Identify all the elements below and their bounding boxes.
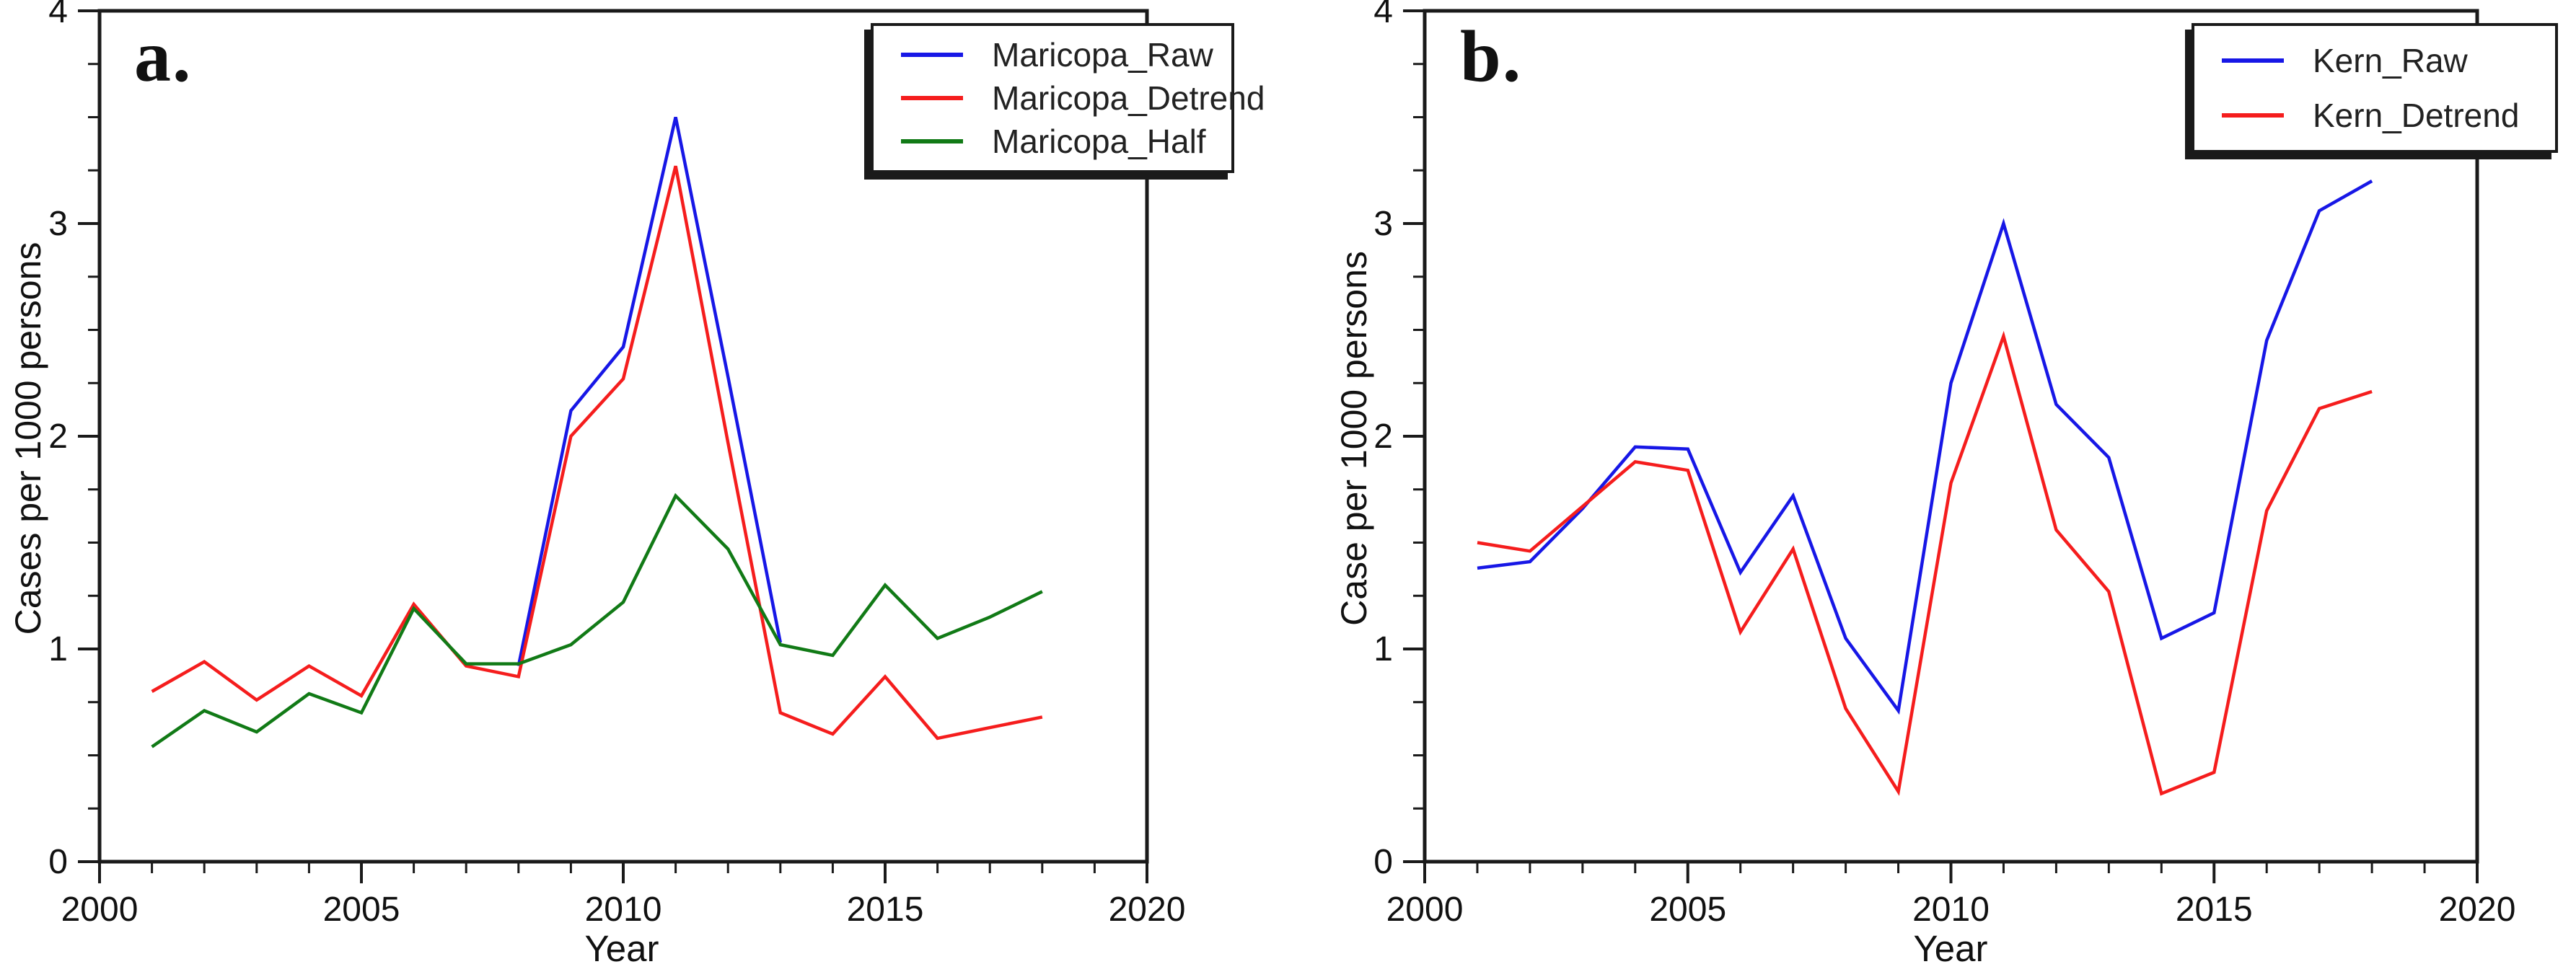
- kern-raw-line-sample-icon: [2222, 58, 2284, 63]
- y-tick-label: 0: [1373, 843, 1393, 881]
- panel-a: 2000 2005 2010 2015 2020 0 1 2 3 4: [48, 0, 1185, 929]
- x-tick-label: 2015: [2176, 891, 2253, 929]
- maricopa-raw-line-sample-icon: [901, 53, 963, 57]
- legend-item-maricopa-raw: Maricopa_Raw: [901, 35, 1217, 74]
- y-tick-label: 2: [48, 417, 68, 456]
- maricopa-half-line-sample-icon: [901, 139, 963, 143]
- x-tick-label: 2020: [2439, 891, 2516, 929]
- y-tick-label: 3: [48, 205, 68, 243]
- x-tick-label: 2015: [847, 891, 924, 929]
- legend-item-maricopa-detrend: Maricopa_Detrend: [901, 79, 1265, 118]
- legend-item-maricopa-half: Maricopa_Half: [901, 122, 1217, 161]
- legend-label: Maricopa_Raw: [992, 36, 1213, 74]
- legend-label: Kern_Raw: [2313, 42, 2468, 79]
- series-line-Kern_Raw: [1477, 180, 2373, 715]
- y-tick-label: 2: [1373, 417, 1393, 456]
- x-tick-label: 2010: [585, 891, 662, 929]
- panel-b-x-axis-title: Year: [1913, 928, 1988, 969]
- legend-item-kern-raw: Kern_Raw: [2222, 41, 2541, 80]
- panel-b-legend: Kern_Raw Kern_Detrend: [2192, 23, 2558, 153]
- y-tick-label: 0: [48, 843, 68, 881]
- x-tick-label: 2020: [1109, 891, 1186, 929]
- y-tick-label: 1: [48, 630, 68, 668]
- series-line-Maricopa_Half: [151, 492, 1043, 748]
- y-tick-label: 3: [1373, 205, 1393, 243]
- x-tick-label: 2005: [1649, 891, 1726, 929]
- legend-item-kern-detrend: Kern_Detrend: [2222, 96, 2541, 135]
- panel-a-y-axis-title: Cases per 1000 persons: [8, 242, 48, 635]
- series-line-Maricopa_Detrend: [151, 165, 1043, 741]
- maricopa-detrend-line-sample-icon: [901, 96, 963, 100]
- x-tick-label: 2005: [323, 891, 400, 929]
- legend-label: Maricopa_Half: [992, 123, 1206, 160]
- panel-b-letter: b.: [1460, 16, 1523, 97]
- x-tick-label: 2000: [61, 891, 139, 929]
- y-tick-label: 1: [1373, 630, 1393, 668]
- y-tick-label: 4: [1373, 0, 1393, 30]
- x-tick-label: 2000: [1386, 891, 1464, 929]
- panel-b: 2000 2005 2010 2015 2020 0 1 2 3 4: [1373, 0, 2515, 929]
- legend-label: Maricopa_Detrend: [992, 79, 1265, 117]
- series-line-Kern_Detrend: [1477, 330, 2373, 796]
- panel-a-x-axis-title: Year: [584, 928, 659, 969]
- kern-detrend-line-sample-icon: [2222, 113, 2284, 118]
- panel-b-y-axis-title: Case per 1000 persons: [1334, 251, 1374, 626]
- series-line-Maricopa_Raw: [516, 117, 783, 667]
- y-tick-label: 4: [48, 0, 68, 30]
- panel-a-legend: Maricopa_Raw Maricopa_Detrend Maricopa_H…: [871, 23, 1265, 173]
- x-tick-label: 2010: [1912, 891, 1990, 929]
- legend-label: Kern_Detrend: [2313, 97, 2520, 134]
- panel-a-letter: a.: [134, 16, 193, 97]
